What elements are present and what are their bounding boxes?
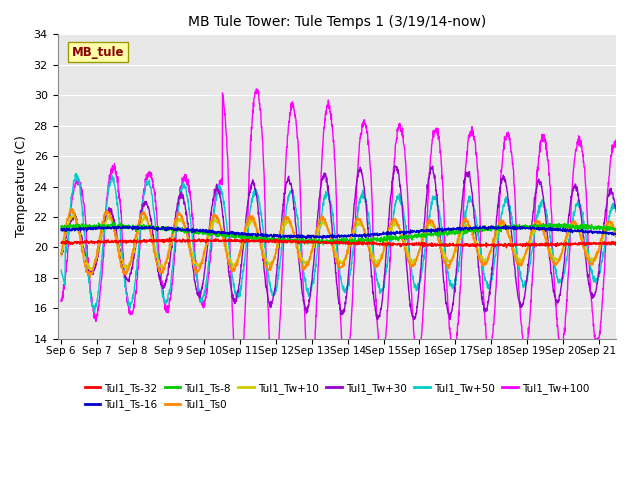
Text: MB_tule: MB_tule bbox=[72, 46, 124, 59]
Legend: Tul1_Ts-32, Tul1_Ts-16, Tul1_Ts-8, Tul1_Ts0, Tul1_Tw+10, Tul1_Tw+30, Tul1_Tw+50,: Tul1_Ts-32, Tul1_Ts-16, Tul1_Ts-8, Tul1_… bbox=[81, 379, 593, 414]
Y-axis label: Temperature (C): Temperature (C) bbox=[15, 135, 28, 238]
Title: MB Tule Tower: Tule Temps 1 (3/19/14-now): MB Tule Tower: Tule Temps 1 (3/19/14-now… bbox=[188, 15, 486, 29]
